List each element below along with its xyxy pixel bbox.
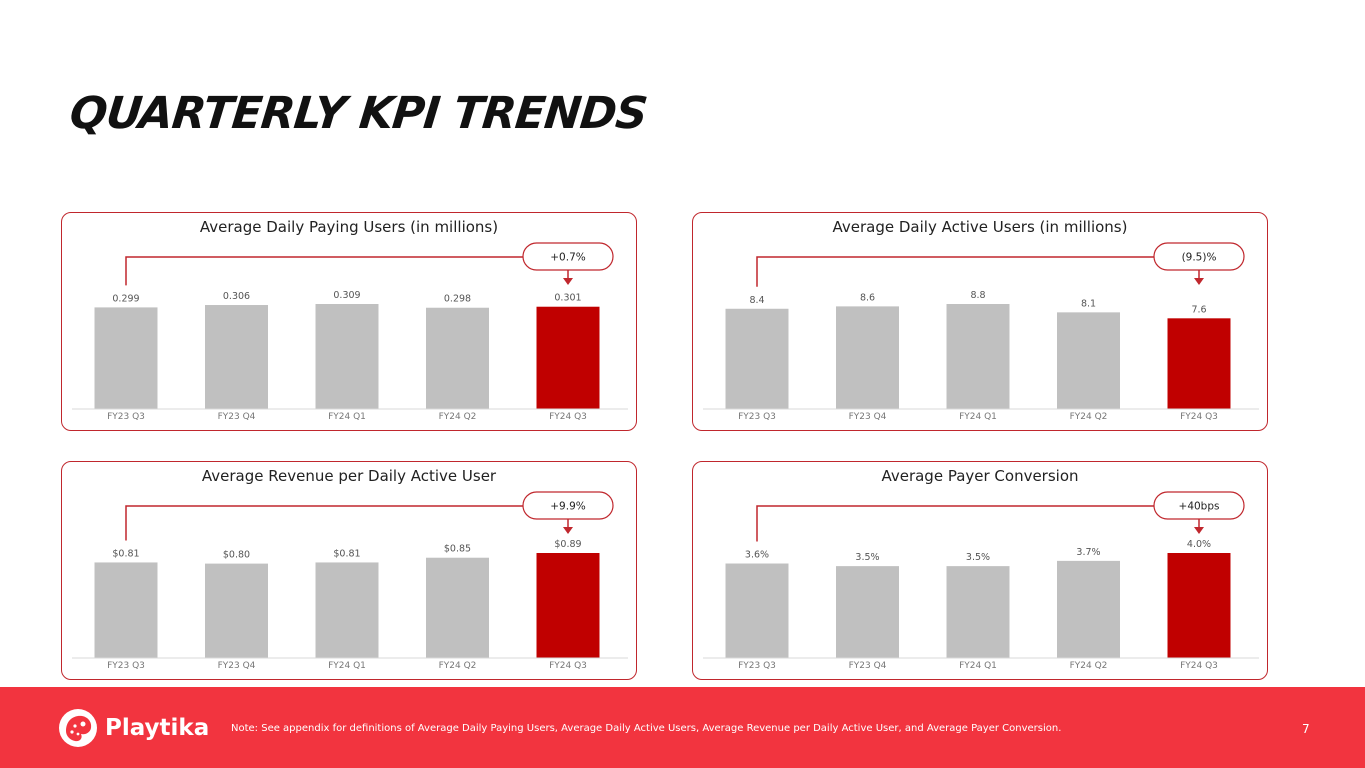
- data-label: 3.5%: [966, 552, 990, 563]
- data-label: 8.4: [749, 295, 764, 306]
- x-tick-label: FY24 Q2: [1070, 661, 1108, 671]
- data-label: 0.299: [112, 293, 139, 304]
- data-label: $0.80: [223, 550, 250, 561]
- bars-group: [94, 304, 600, 409]
- x-tick-label: FY24 Q1: [328, 661, 366, 671]
- data-label: 0.298: [444, 294, 471, 305]
- change-arrow-head-icon: [563, 278, 573, 285]
- data-label: 8.1: [1081, 298, 1096, 309]
- x-tick-label: FY24 Q1: [959, 412, 997, 422]
- bars-group: [94, 553, 600, 658]
- bar-fy24-q2: [1057, 312, 1120, 409]
- x-tick-label: FY24 Q2: [439, 412, 477, 422]
- brand-logo: Playtika: [57, 707, 209, 749]
- bar-fy23-q4: [836, 566, 899, 658]
- data-label: 3.5%: [855, 552, 879, 563]
- x-tick-label: FY24 Q3: [1180, 412, 1218, 422]
- x-tick-label: FY23 Q3: [107, 661, 145, 671]
- bar-fy24-q1: [946, 304, 1010, 409]
- bar-fy23-q4: [205, 305, 268, 409]
- x-tick-label: FY24 Q3: [549, 412, 587, 422]
- change-label: +0.7%: [550, 252, 585, 264]
- bars-group: [725, 553, 1231, 658]
- x-tick-label: FY23 Q3: [738, 412, 776, 422]
- x-tick-label: FY23 Q4: [218, 412, 256, 422]
- x-tick-label: FY24 Q2: [1070, 412, 1108, 422]
- bar-fy23-q4: [205, 563, 268, 658]
- bar-fy23-q3: [725, 308, 789, 409]
- data-label: 3.6%: [745, 550, 769, 561]
- data-label: 8.6: [860, 292, 875, 303]
- x-tick-label: FY24 Q1: [959, 661, 997, 671]
- bar-fy24-q2: [1057, 560, 1120, 658]
- bar-chart-daily-active-users: 8.4 FY23 Q3 8.6 FY23 Q4 8.8 FY24 Q1 8.1 FY24 Q2…: [703, 242, 1259, 422]
- bar-fy23-q3: [94, 562, 158, 658]
- bar-fy24-q3: [1167, 318, 1231, 409]
- change-label: (9.5)%: [1182, 252, 1217, 264]
- data-label: 0.306: [223, 291, 250, 302]
- bar-fy24-q1: [315, 304, 379, 409]
- bar-chart-revenue-per-dau: $0.81 FY23 Q3 $0.80 FY23 Q4 $0.81 FY24 Q1 $0.8…: [72, 491, 628, 671]
- bar-fy23-q3: [94, 307, 158, 409]
- data-label: $0.89: [554, 539, 581, 550]
- x-tick-label: FY23 Q4: [849, 412, 887, 422]
- footnote: Note: See appendix for definitions of Av…: [231, 723, 1062, 734]
- x-tick-label: FY24 Q1: [328, 412, 366, 422]
- x-tick-label: FY23 Q3: [738, 661, 776, 671]
- data-label: $0.81: [333, 548, 360, 559]
- change-label: +9.9%: [550, 501, 585, 513]
- chart-panel-daily-active-users: Average Daily Active Users (in millions)…: [692, 212, 1268, 431]
- change-bracket-line: [125, 256, 523, 286]
- data-label: 8.8: [970, 290, 985, 301]
- chart-panel-payer-conversion: Average Payer Conversion 3.6% FY23 Q3 3.5%…: [692, 461, 1268, 680]
- cheetah-logo-icon: [59, 709, 97, 747]
- bar-fy24-q2: [426, 307, 489, 409]
- bar-fy24-q1: [315, 562, 379, 658]
- x-tick-label: FY23 Q3: [107, 412, 145, 422]
- x-tick-label: FY24 Q2: [439, 661, 477, 671]
- data-label: $0.81: [112, 548, 139, 559]
- bar-fy23-q3: [725, 563, 789, 658]
- data-label: 7.6: [1191, 304, 1206, 315]
- footer-bar: Playtika Note: See appendix for definiti…: [0, 687, 1365, 768]
- change-bracket-line: [756, 256, 1154, 287]
- x-tick-label: FY23 Q4: [218, 661, 256, 671]
- change-arrow-head-icon: [1194, 278, 1204, 285]
- x-tick-label: FY24 Q3: [1180, 661, 1218, 671]
- bar-fy24-q3: [1167, 553, 1231, 658]
- page-title: QUARTERLY KPI TRENDS: [67, 88, 650, 139]
- bar-fy24-q2: [426, 557, 489, 658]
- change-arrow-head-icon: [1194, 527, 1204, 534]
- change-label: +40bps: [1179, 501, 1220, 513]
- data-label: 0.309: [333, 290, 360, 301]
- x-tick-label: FY24 Q3: [549, 661, 587, 671]
- chart-panel-revenue-per-dau: Average Revenue per Daily Active User $0…: [61, 461, 637, 680]
- bar-fy24-q3: [536, 553, 600, 658]
- x-tick-label: FY23 Q4: [849, 661, 887, 671]
- data-label: 3.7%: [1076, 547, 1100, 558]
- page-number: 7: [1302, 722, 1310, 736]
- chart-title: Average Daily Paying Users (in millions): [199, 218, 499, 236]
- change-bracket-line: [756, 505, 1154, 542]
- bar-chart-daily-paying-users: 0.299 FY23 Q3 0.306 FY23 Q4 0.309 FY24 Q1 0.29…: [72, 242, 628, 422]
- bar-chart-payer-conversion: 3.6% FY23 Q3 3.5% FY23 Q4 3.5% FY24 Q1 3.7% FY2…: [703, 491, 1259, 671]
- chart-panel-daily-paying-users: Average Daily Paying Users (in millions)…: [61, 212, 637, 431]
- chart-title: Average Payer Conversion: [881, 467, 1079, 485]
- data-label: 4.0%: [1187, 539, 1211, 550]
- change-bracket-line: [125, 505, 523, 541]
- bars-group: [725, 304, 1231, 409]
- data-label: 0.301: [554, 293, 581, 304]
- brand-name: Playtika: [105, 715, 210, 741]
- data-label: $0.85: [444, 544, 471, 555]
- change-arrow-head-icon: [563, 527, 573, 534]
- chart-title: Average Daily Active Users (in millions): [832, 218, 1128, 236]
- bar-fy24-q1: [946, 566, 1010, 658]
- chart-title: Average Revenue per Daily Active User: [201, 467, 497, 485]
- bar-fy23-q4: [836, 306, 899, 409]
- bar-fy24-q3: [536, 306, 600, 409]
